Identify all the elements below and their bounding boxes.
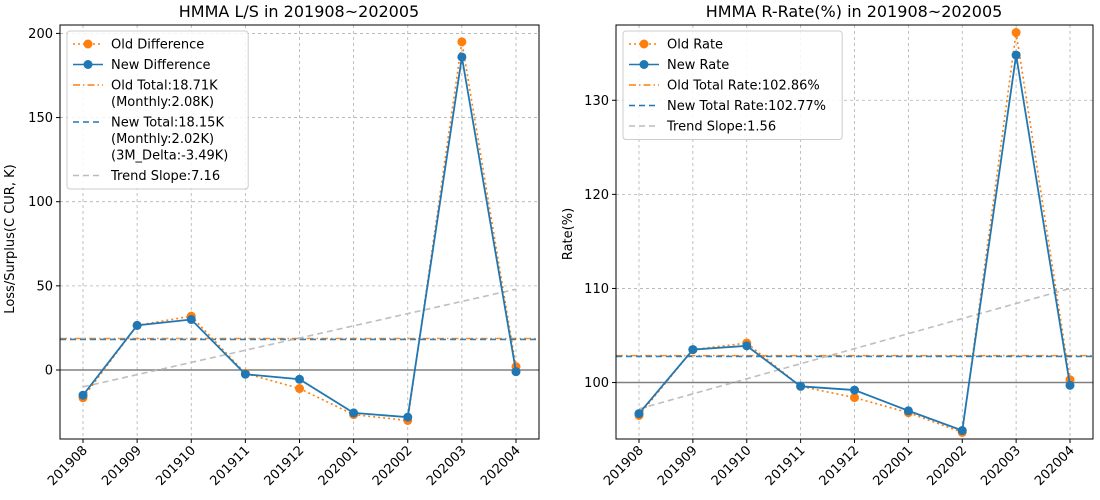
ls-series-2-point — [132, 320, 142, 330]
rate-series-2-point — [850, 385, 859, 395]
rate-chart-ylabel: Rate(%) — [561, 208, 576, 260]
rate-chart-panel: HMMA R-Rate(%) in 201908~202005 Rate(%) … — [561, 2, 1094, 489]
ls-xtick-label: 201912 — [262, 443, 308, 489]
ls-legend-marker-2 — [83, 60, 93, 69]
rate-ytick-label: 130 — [584, 94, 609, 109]
rate-series-2-point — [957, 426, 967, 436]
rate-series-2-point — [688, 345, 698, 355]
rate-series-2-point — [634, 409, 644, 419]
ls-xtick-label: 201911 — [207, 443, 253, 489]
rate-xtick-label: 202002 — [924, 443, 970, 489]
ls-legend-marker-1 — [83, 39, 93, 49]
rate-series-2-point — [1011, 50, 1021, 60]
ls-legend-label-3: Old Total:18.71K — [111, 79, 218, 94]
rate-legend-marker-2 — [639, 60, 649, 69]
ls-ref-line-3 — [82, 288, 517, 388]
rate-series-1-point — [850, 393, 859, 403]
ls-xtick-label: 202002 — [370, 443, 416, 489]
rate-series-line-1 — [638, 32, 1071, 434]
ls-xtick-label: 202001 — [316, 443, 362, 489]
rate-legend-label-1: Old Rate — [667, 38, 723, 53]
rate-ytick-label: 110 — [584, 282, 609, 297]
rate-legend-label-2: New Rate — [667, 58, 729, 73]
rate-xtick-label: 201909 — [655, 443, 701, 489]
rate-legend-label-4: New Total Rate:102.77% — [667, 99, 826, 114]
ls-xtick-label: 201910 — [153, 443, 199, 489]
ls-legend-label-2: New Difference — [111, 58, 211, 73]
rate-ytick-label: 100 — [584, 376, 609, 391]
rate-legend-label-5: Trend Slope:1.56 — [666, 120, 776, 135]
rate-xtick-label: 202004 — [1032, 443, 1078, 489]
ls-ytick-label: 0 — [45, 364, 53, 379]
rate-series-2-point — [1065, 380, 1075, 390]
ls-legend-label-4: (3M_Delta:-3.49K) — [111, 149, 228, 164]
ls-series-2-point — [186, 315, 196, 325]
ls-xtick-label: 201908 — [45, 443, 91, 489]
rate-series-2-point — [742, 341, 752, 351]
rate-ytick-label: 120 — [584, 188, 609, 203]
rate-series-1-point — [1011, 28, 1021, 38]
ls-series-1-point — [457, 37, 467, 47]
rate-xtick-label: 202001 — [870, 443, 916, 489]
ls-legend-label-3: (Monthly:2.08K) — [111, 95, 214, 110]
ls-ytick-label: 50 — [36, 279, 53, 294]
ls-legend-label-5: Trend Slope:7.16 — [110, 169, 220, 184]
ls-series-2-point — [403, 412, 413, 422]
rate-xtick-label: 201908 — [601, 443, 647, 489]
ls-xtick-label: 202003 — [424, 443, 470, 489]
rate-legend-marker-1 — [639, 39, 649, 49]
ls-series-2-point — [240, 369, 250, 379]
ls-legend-box — [66, 30, 249, 190]
ls-xtick-label: 201909 — [99, 443, 145, 489]
ls-chart-panel: HMMA L/S in 201908~202005 Loss/Surplus(C… — [3, 2, 540, 489]
ls-series-2-point — [295, 374, 304, 384]
rate-chart-title: HMMA R-Rate(%) in 201908~202005 — [706, 2, 1003, 21]
rate-series-2-point — [796, 381, 806, 391]
ls-ytick-label: 150 — [28, 111, 53, 126]
ls-xtick-label: 202004 — [478, 443, 524, 489]
rate-legend-label-3: Old Total Rate:102.86% — [667, 79, 820, 94]
rate-xtick-label: 201912 — [817, 443, 863, 489]
ls-legend-label-1: Old Difference — [111, 38, 204, 53]
rate-xtick-label: 202003 — [978, 443, 1024, 489]
ls-ytick-label: 200 — [28, 27, 53, 42]
ls-chart-ylabel: Loss/Surplus(C CUR, K) — [3, 164, 18, 313]
ls-ytick-label: 100 — [28, 195, 53, 210]
ls-legend-label-4: (Monthly:2.02K) — [111, 132, 214, 147]
rate-xtick-label: 201911 — [763, 443, 809, 489]
ls-series-2-point — [349, 408, 359, 418]
ls-series-2-point — [511, 367, 521, 377]
ls-series-1-point — [295, 384, 304, 394]
ls-chart-title: HMMA L/S in 201908~202005 — [179, 2, 419, 21]
rate-series-2-point — [903, 406, 913, 416]
rate-xtick-label: 201910 — [709, 443, 755, 489]
ls-series-2-point — [78, 390, 88, 400]
ls-legend-label-4: New Total:18.15K — [111, 116, 224, 131]
rate-legend-box — [622, 30, 843, 140]
rate-ref-line-3 — [638, 287, 1071, 410]
ls-series-2-point — [457, 52, 467, 62]
